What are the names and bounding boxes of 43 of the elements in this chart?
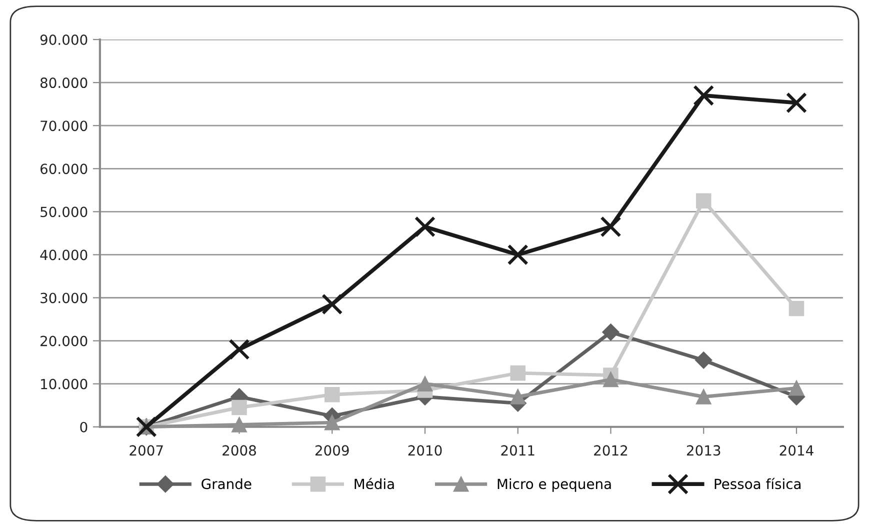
y-tick-label: 10.000	[41, 378, 88, 390]
point	[322, 294, 343, 315]
x-tick-label: 2010	[408, 445, 442, 456]
y-tick-label: 40.000	[40, 250, 88, 260]
point	[788, 380, 804, 396]
y-tick-label: 80.000	[40, 78, 88, 88]
x-tick-label: 2011	[501, 445, 534, 456]
point	[510, 389, 526, 404]
point	[696, 389, 712, 404]
legend-label: Média	[354, 478, 394, 490]
point	[232, 400, 247, 416]
y-tick-label: 70.000	[40, 120, 88, 132]
point	[510, 365, 526, 381]
point	[696, 193, 712, 209]
point	[788, 300, 804, 316]
legend-label: Grande	[202, 478, 252, 490]
point	[414, 216, 436, 238]
x-tick-label: 2014	[780, 445, 814, 456]
legend-label: Pessoa física	[714, 478, 800, 490]
point	[507, 244, 528, 266]
x-tick-label: 2007	[130, 445, 163, 456]
x-tick-label: 2009	[315, 445, 349, 456]
point	[693, 84, 714, 106]
point	[603, 372, 618, 388]
point	[232, 417, 247, 432]
point	[324, 386, 340, 402]
x-tick-label: 2012	[594, 445, 628, 456]
x-tick-label: 2013	[686, 445, 720, 456]
x-tick-label: 2008	[222, 445, 256, 456]
point	[417, 376, 433, 392]
point	[600, 216, 622, 238]
point	[602, 324, 620, 341]
point	[695, 352, 712, 369]
y-tick-label: 0	[80, 422, 88, 432]
point	[324, 414, 340, 430]
legend-label: Micro e pequena	[498, 478, 611, 492]
y-tick-label: 20.000	[40, 336, 88, 346]
y-tick-label: 50.000	[40, 206, 88, 218]
y-tick-label: 90.000	[40, 34, 88, 45]
y-tick-label: 60.000	[40, 164, 88, 174]
y-tick-label: 30.000	[40, 292, 88, 304]
point	[786, 92, 808, 114]
point	[228, 338, 250, 360]
